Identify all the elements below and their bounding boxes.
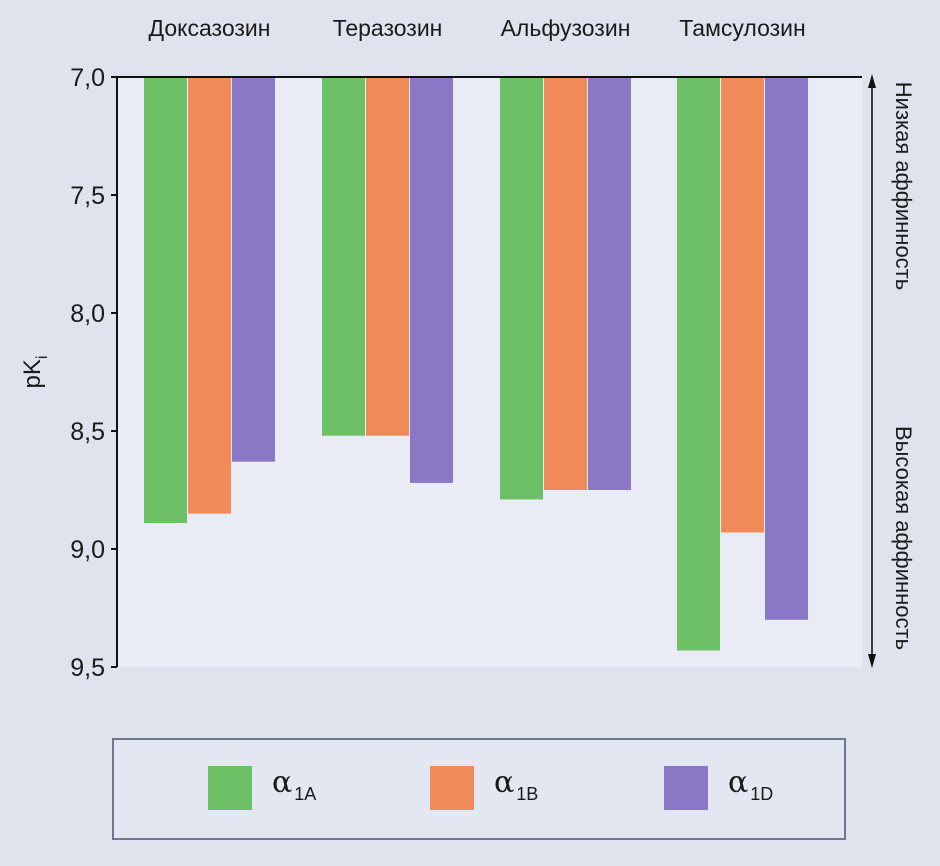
bar <box>366 77 409 436</box>
bar <box>410 77 453 483</box>
y-tick-label: 9,5 <box>70 654 105 682</box>
bar <box>721 77 764 533</box>
bar <box>500 77 543 500</box>
legend-swatch-a1b <box>430 766 474 810</box>
annotation-low-affinity: Низкая аффинность <box>891 82 916 290</box>
bar <box>544 77 587 490</box>
bar <box>322 77 365 436</box>
legend-item-a1b: α 1B <box>430 766 538 810</box>
legend-item-a1a: α 1A <box>208 766 316 810</box>
y-axis-label: pKi <box>19 356 51 389</box>
affinity-arrow-head-top <box>868 74 876 88</box>
chart-svg: 7,0 7,5 8,0 8,5 9,0 9,5 Доксазозин Теразозин Аль… <box>19 15 916 682</box>
category-label: Теразозин <box>333 15 443 41</box>
bar <box>188 77 231 514</box>
y-tick-label: 8,0 <box>70 300 105 328</box>
bar <box>765 77 808 620</box>
y-tick-label: 7,0 <box>70 64 105 92</box>
legend-label-a1a: α 1A <box>272 764 317 804</box>
legend-swatch-a1d <box>664 766 708 810</box>
annotation-high-affinity: Высокая аффинность <box>891 426 916 650</box>
category-label: Тамсулозин <box>679 15 805 41</box>
y-tick-label: 7,5 <box>70 182 105 210</box>
legend-label-a1b: α 1B <box>494 764 539 804</box>
y-tick-label: 8,5 <box>70 418 105 446</box>
bar <box>144 77 187 524</box>
affinity-arrow-head-bottom <box>868 654 876 668</box>
bar <box>588 77 631 490</box>
legend-label-a1d: α 1D <box>728 764 774 804</box>
legend: α 1A α 1B α 1D <box>112 738 846 840</box>
category-label: Доксазозин <box>149 15 271 41</box>
y-tick-label: 9,0 <box>70 536 105 564</box>
bar <box>232 77 275 462</box>
legend-swatch-a1a <box>208 766 252 810</box>
legend-item-a1d: α 1D <box>664 766 773 810</box>
bar <box>677 77 720 651</box>
category-label: Альфузозин <box>501 15 631 41</box>
